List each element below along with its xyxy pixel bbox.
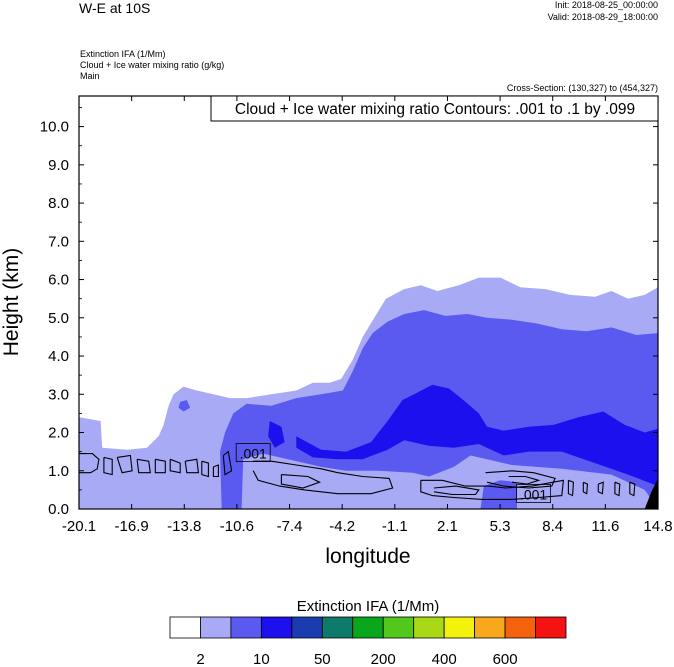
x-tick-label: 11.6	[591, 518, 619, 535]
colorbar-swatch-3	[260, 616, 293, 639]
contour-info-box-frame	[210, 95, 659, 122]
x-tick-label: 5.3	[490, 518, 511, 535]
contour-line-12	[420, 479, 565, 500]
contour-line-5	[169, 458, 181, 474]
x-axis-label: longitude	[325, 545, 410, 568]
y-tick-label: 1.0	[48, 463, 69, 480]
colorbar-label: 50	[314, 651, 331, 667]
contour-line-16	[567, 479, 574, 497]
contour-line-0	[79, 453, 100, 474]
contour-line-10	[252, 460, 394, 495]
colorbar-label: 200	[371, 651, 396, 667]
colorbar-swatch-5	[321, 616, 354, 639]
contour-line-11	[280, 474, 322, 489]
colorbar-labels: 2 10 50 200 400 600	[196, 651, 517, 667]
contour-line-1	[103, 456, 113, 476]
contour-line-2	[116, 454, 133, 474]
colorbar-title: Extinction IFA (1/Mm)	[297, 598, 440, 615]
x-axis-ticks: -20.1 -16.9 -13.8 -10.6 -7.4 -4.2 -1.1 2.1 5.3 8.…	[62, 96, 673, 535]
y-tick-label: 6.0	[48, 272, 69, 289]
valid-time: Valid: 2018-08-29_18:00:00	[547, 12, 658, 22]
y-axis-ticks: 0.0 1.0 2.0 3.0 4.0 5.0 6.0 7.0 8.0 9.0 10.0	[40, 107, 658, 518]
mixing-ratio-contour-lines	[79, 450, 636, 500]
x-tick-label: -13.8	[167, 518, 201, 535]
colorbar-swatch-8	[413, 616, 445, 639]
y-tick-label: 3.0	[48, 386, 69, 403]
x-tick-label: -16.9	[115, 518, 149, 535]
contour-line-20	[629, 481, 636, 497]
contour-line-4	[154, 458, 166, 474]
plot-title: W-E at 10S	[79, 0, 151, 16]
field-description-3: Main	[80, 71, 100, 81]
colorbar-swatch-10	[474, 616, 506, 639]
contour-info-text: Cloud + Ice water mixing ratio Contours:…	[235, 101, 635, 118]
colorbar-swatch-11	[504, 616, 536, 639]
contour-line-14	[485, 470, 556, 489]
field-description-2: Cloud + Ice water mixing ratio (g/kg)	[80, 60, 225, 70]
y-tick-label: 8.0	[48, 195, 69, 212]
contour-labels: .001 .001	[235, 443, 551, 503]
colorbar-swatch-2	[230, 616, 262, 639]
y-tick-label: 4.0	[48, 348, 69, 365]
contour-label-box-0	[235, 443, 271, 462]
contour-line-15	[508, 475, 541, 485]
colorbar-swatch-1	[200, 616, 232, 639]
y-tick-label: 9.0	[48, 157, 69, 174]
colorbar-swatch-0	[169, 616, 201, 639]
contour-label-1: .001	[520, 486, 547, 502]
y-tick-label: 7.0	[48, 233, 69, 250]
field-description-1: Extinction IFA (1/Mm)	[80, 49, 166, 59]
extinction-filled-contours	[79, 277, 658, 509]
colorbar-label: 600	[493, 651, 518, 667]
colorbar-swatch-4	[291, 616, 323, 639]
filled-region-strong-1	[268, 421, 285, 448]
contour-line-9	[222, 450, 233, 476]
y-tick-label: 10.0	[40, 119, 69, 136]
cross-section-info: Cross-Section: (130,327) to (454,327)	[506, 83, 658, 93]
x-tick-label: 8.4	[542, 518, 563, 535]
colorbar-label: 400	[432, 651, 457, 667]
y-tick-label: 0.0	[48, 501, 69, 518]
x-tick-label: -7.4	[277, 518, 303, 535]
x-tick-label: -20.1	[62, 518, 96, 535]
contour-label-box-1	[516, 484, 551, 503]
contour-line-7	[201, 460, 209, 478]
colorbar-label: 10	[253, 651, 270, 667]
x-tick-label: -4.2	[329, 518, 355, 535]
contour-line-6	[184, 458, 200, 474]
colorbar	[169, 616, 567, 639]
colorbar-swatch-6	[352, 616, 384, 639]
x-tick-label: -1.1	[382, 518, 408, 535]
contour-line-8	[212, 464, 219, 478]
colorbar-label: 2	[196, 651, 204, 667]
colorbar-swatch-12	[535, 616, 567, 639]
filled-region-mid-1	[178, 400, 191, 412]
init-time: Init: 2018-08-25_00:00:00	[554, 0, 658, 10]
contour-line-17	[582, 481, 589, 495]
x-tick-label: -10.6	[220, 518, 254, 535]
contour-label-0: .001	[240, 446, 267, 462]
y-tick-label: 5.0	[48, 310, 69, 327]
colorbar-swatch-9	[443, 616, 476, 639]
contour-line-18	[597, 481, 604, 495]
contour-line-19	[614, 481, 621, 497]
contour-line-3	[136, 458, 151, 474]
contour-line-13	[433, 485, 480, 496]
x-tick-label: 2.1	[437, 518, 458, 535]
filled-region-strong-0	[296, 384, 658, 487]
filled-region-deep-0	[644, 478, 658, 509]
contour-info-box: Cloud + Ice water mixing ratio Contours:…	[210, 95, 659, 122]
y-axis-label: Height (km)	[0, 248, 23, 357]
x-tick-label: 14.8	[643, 518, 672, 535]
y-tick-label: 2.0	[48, 425, 69, 442]
colorbar-swatch-7	[382, 616, 415, 639]
